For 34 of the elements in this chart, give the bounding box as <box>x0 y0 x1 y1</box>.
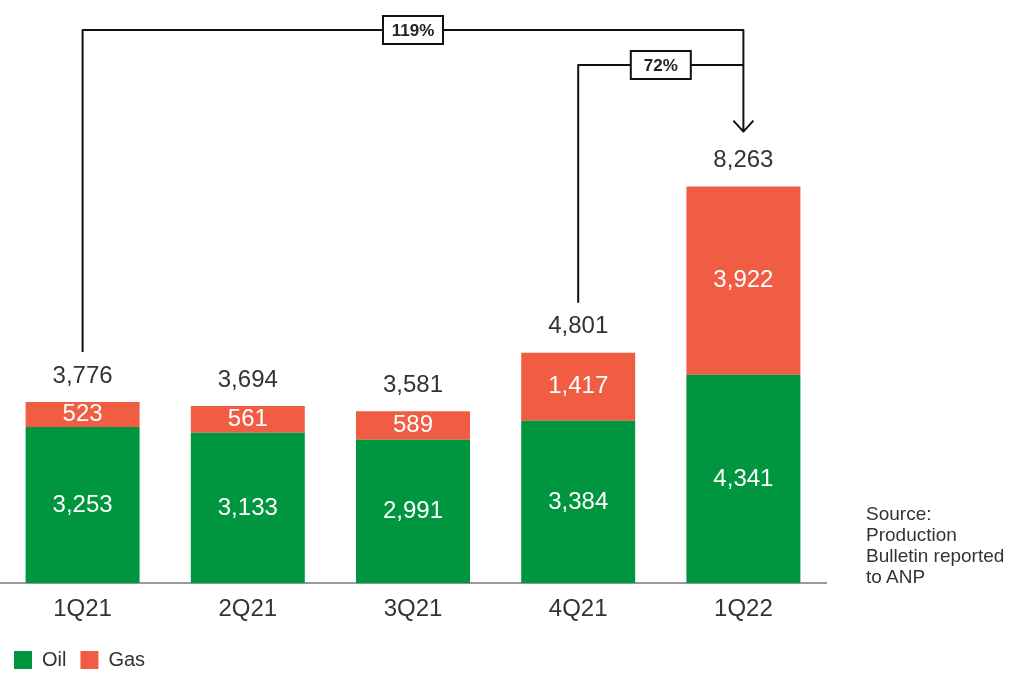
total-label: 3,581 <box>382 369 444 397</box>
data-label: 4,341 <box>713 463 774 491</box>
x-tick-label: 1Q22 <box>714 594 773 622</box>
legend-label: Gas <box>108 647 146 670</box>
data-label: 1,417 <box>548 371 609 399</box>
bar <box>190 405 305 433</box>
data-label: 589 <box>392 410 434 438</box>
data-label: 2,991 <box>382 496 444 524</box>
data-label: 3,133 <box>217 492 278 520</box>
legend-label: Oil <box>42 647 67 670</box>
x-tick-label: 3Q21 <box>383 594 443 622</box>
data-label: 561 <box>227 403 268 431</box>
total-label: 3,776 <box>52 360 113 388</box>
data-label: 3,384 <box>548 486 609 514</box>
x-tick-label: 2Q21 <box>218 594 278 622</box>
bar <box>686 186 801 375</box>
bar <box>686 374 801 584</box>
total-label: 8,263 <box>713 145 774 173</box>
data-label: 3,922 <box>713 265 774 293</box>
bar <box>190 432 305 584</box>
bar <box>356 411 470 440</box>
total-label: 3,694 <box>217 364 278 392</box>
data-label: 523 <box>62 399 103 427</box>
bar <box>521 420 636 584</box>
bar <box>25 427 140 584</box>
bar <box>356 439 470 584</box>
x-tick-label: 4Q21 <box>548 594 608 622</box>
total-label: 4,801 <box>548 311 609 339</box>
data-label: 3,253 <box>52 489 113 517</box>
source-note: Source: Production Bulletin reported to ANP <box>866 503 1006 587</box>
text: 72% <box>643 56 678 75</box>
bar <box>521 352 636 421</box>
text: 119% <box>391 21 435 40</box>
x-tick-label: 1Q21 <box>53 594 112 622</box>
